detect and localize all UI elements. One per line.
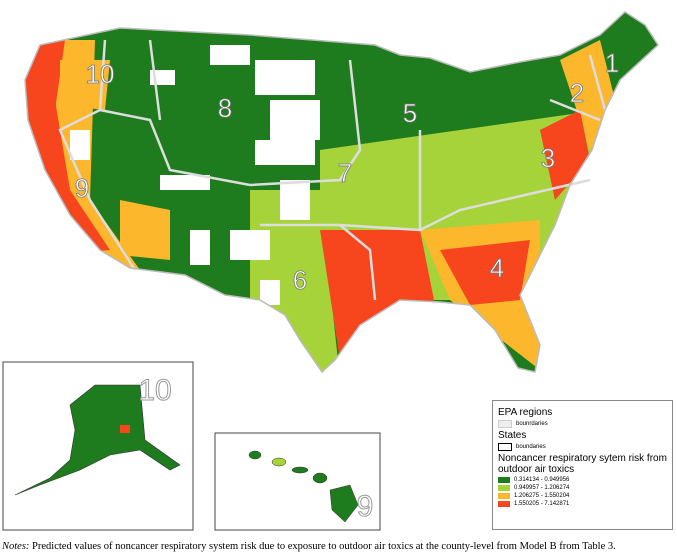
legend-classes: 0.314134 - 0.949956 0.949957 - 1.206274 1.…	[498, 477, 667, 507]
alaska-risk	[120, 425, 130, 433]
us-outline	[24, 11, 659, 374]
legend-swatch	[498, 493, 510, 499]
region-label: 2	[570, 78, 584, 108]
legend-item: 0.949957 - 1.206274	[498, 485, 667, 491]
hawaii	[248, 450, 359, 523]
legend-item: bounrdaries	[498, 420, 667, 428]
region-label: 9	[75, 173, 89, 203]
region-label: 10	[86, 59, 115, 89]
region-label: 10	[138, 374, 171, 407]
risk-map	[25, 12, 658, 372]
legend-item: 1.206275 - 1.550204	[498, 493, 667, 499]
legend-item: 0.314134 - 0.949956	[498, 477, 667, 483]
legend-label: 1.550205 - 7.142871	[514, 501, 570, 507]
legend-label: bounrdaries	[516, 421, 548, 427]
legend-item: boundaries	[498, 443, 667, 451]
legend-title: EPA regions	[498, 407, 553, 418]
legend-label: 0.314134 - 0.949956	[514, 477, 570, 483]
hawaii-inset	[214, 432, 381, 531]
region-label: 9	[357, 490, 374, 523]
notes-label: Notes:	[2, 541, 30, 552]
legend-swatch	[498, 477, 510, 483]
legend-title: States	[498, 430, 527, 441]
region-label: 8	[218, 93, 232, 123]
legend-label: boundaries	[516, 444, 546, 450]
notes-text: Predicted values of noncancer respirator…	[32, 541, 616, 552]
region-boundaries	[58, 39, 607, 301]
region-label: 5	[403, 98, 417, 128]
legend-item: 1.550205 - 7.142871	[498, 501, 667, 507]
region-label: 6	[293, 265, 307, 295]
alaska	[14, 384, 181, 496]
legend-label: 1.206275 - 1.550204	[514, 493, 570, 499]
legend-swatch	[498, 501, 510, 507]
map: 12 3 4 5 6 7 8 9 10 10 9	[2, 11, 659, 531]
legend: EPA regions bounrdaries States boundarie…	[492, 400, 673, 530]
legend-swatch	[498, 485, 510, 491]
legend-label: 0.949957 - 1.206274	[514, 485, 570, 491]
notes: Notes: Predicted values of noncancer res…	[2, 541, 616, 552]
legend-title: Noncancer respiratory sytem risk from ou…	[498, 453, 667, 475]
region-label: 4	[490, 253, 504, 283]
region-label: 7	[338, 158, 352, 188]
region-label: 3	[541, 143, 555, 173]
region-label: 1	[605, 48, 619, 78]
